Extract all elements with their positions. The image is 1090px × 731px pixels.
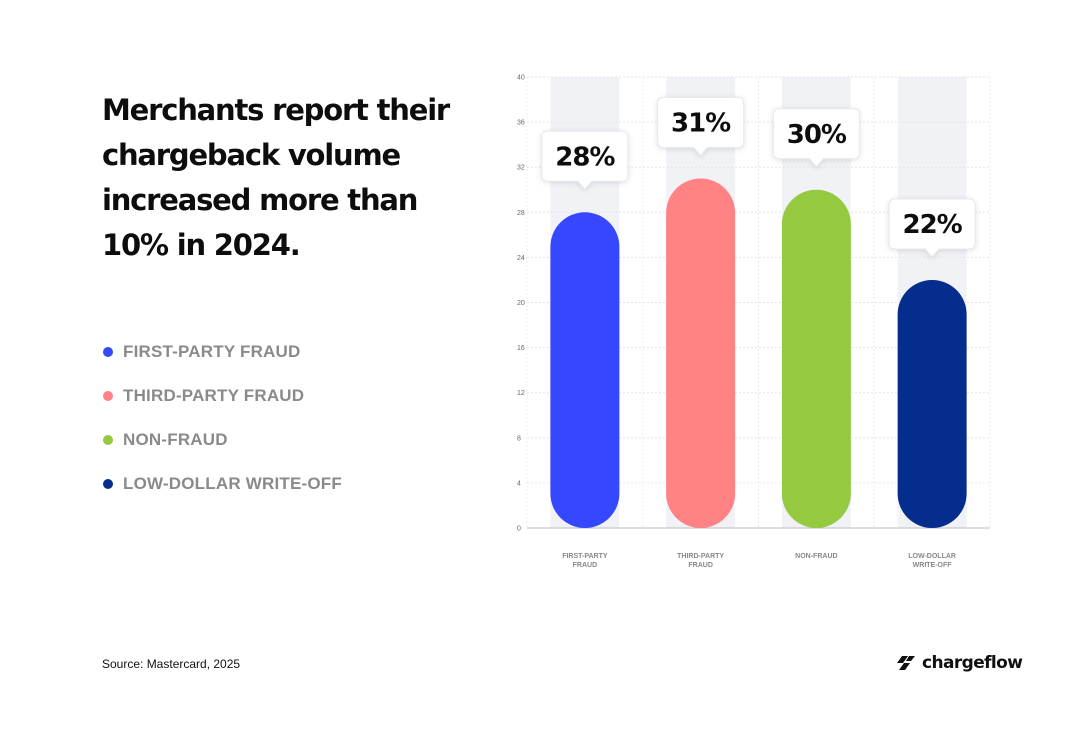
value-label: 22% (903, 210, 963, 240)
y-tick-label: 0 (517, 526, 521, 533)
x-category-label: LOW-DOLLAR (908, 553, 956, 560)
value-callout: 30% (772, 108, 860, 168)
value-callout: 22% (888, 198, 976, 258)
x-category-label: THIRD-PARTY (677, 553, 724, 560)
brand-logo: chargeflow (895, 653, 1023, 673)
headline-line: increased more than (102, 183, 418, 217)
source-note: Source: Mastercard, 2025 (102, 657, 241, 671)
x-category-label: FRAUD (573, 562, 598, 569)
legend-dot (103, 435, 113, 445)
bar (781, 189, 851, 528)
legend-item-third-party-fraud: THIRD-PARTY FRAUD (103, 374, 342, 418)
legend-label: FIRST-PARTY FRAUD (123, 342, 301, 361)
x-category-label: NON-FRAUD (795, 553, 837, 560)
y-tick-label: 32 (517, 165, 525, 172)
legend-dot (103, 391, 113, 401)
chargeflow-logo-icon (897, 656, 915, 670)
value-callout: 31% (657, 96, 745, 157)
legend-item-low-dollar-write-off: LOW-DOLLAR WRITE-OFF (103, 462, 342, 506)
headline-line: Merchants report their (102, 93, 450, 127)
legend-label: THIRD-PARTY FRAUD (123, 386, 305, 405)
bar (666, 178, 736, 528)
legend: FIRST-PARTY FRAUD THIRD-PARTY FRAUD NON-… (103, 330, 342, 506)
x-category-label: FIRST-PARTY (562, 553, 608, 560)
legend-label: NON-FRAUD (123, 430, 228, 449)
legend-label: LOW-DOLLAR WRITE-OFF (123, 474, 342, 493)
legend-item-non-fraud: NON-FRAUD (103, 418, 342, 462)
y-tick-label: 12 (517, 390, 525, 397)
y-tick-label: 8 (517, 435, 521, 442)
bar (897, 279, 967, 528)
y-tick-label: 16 (517, 345, 525, 352)
value-label: 30% (787, 120, 847, 150)
bar (550, 212, 620, 529)
brand-name: chargeflow (922, 653, 1023, 673)
y-tick-label: 28 (517, 210, 525, 217)
x-category-label: FRAUD (688, 562, 713, 569)
y-tick-label: 20 (517, 300, 525, 307)
legend-dot (103, 479, 113, 489)
value-callout-bubble (888, 198, 976, 258)
legend-dot (103, 347, 113, 357)
value-callout-bubble (657, 96, 745, 157)
y-tick-label: 36 (517, 120, 525, 127)
value-label: 28% (555, 142, 615, 172)
y-tick-label: 24 (517, 255, 525, 262)
value-callout: 28% (541, 130, 629, 191)
y-tick-label: 4 (517, 480, 521, 487)
legend-item-first-party-fraud: FIRST-PARTY FRAUD (103, 330, 342, 374)
headline-line: 10% in 2024. (102, 228, 301, 262)
value-callout-bubble (772, 108, 860, 168)
value-label: 31% (671, 108, 731, 138)
y-tick-label: 40 (517, 75, 525, 82)
value-callout-bubble (541, 130, 629, 191)
x-category-label: WRITE-OFF (913, 562, 953, 569)
headline-line: chargeback volume (102, 138, 401, 172)
headline: Merchants report their chargeback volume… (102, 88, 462, 268)
